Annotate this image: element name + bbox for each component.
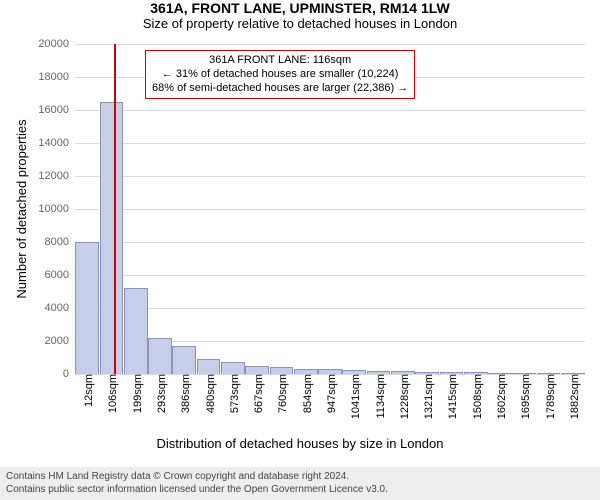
histogram-bar <box>75 242 99 374</box>
y-tick-label: 20000 <box>38 38 75 50</box>
chart-subtitle: Size of property relative to detached ho… <box>0 16 600 31</box>
x-tick-label: 573sqm <box>225 374 241 413</box>
chart-title: 361A, FRONT LANE, UPMINSTER, RM14 1LW <box>0 0 600 16</box>
y-tick-label: 2000 <box>45 335 75 347</box>
histogram-bar <box>100 102 124 374</box>
y-tick-label: 4000 <box>45 302 75 314</box>
annotation-line-2: ← 31% of detached houses are smaller (10… <box>152 68 408 82</box>
x-tick-label: 1508sqm <box>468 374 484 419</box>
y-tick-label: 16000 <box>38 104 75 116</box>
property-marker-line <box>114 44 116 374</box>
x-tick-label: 12sqm <box>79 374 95 407</box>
x-tick-label: 760sqm <box>273 374 289 413</box>
x-tick-label: 1041sqm <box>346 374 362 419</box>
annotation-box: 361A FRONT LANE: 116sqm← 31% of detached… <box>145 50 415 99</box>
footer-line-2: Contains public sector information licen… <box>6 484 594 497</box>
chart-plot-area: 0200040006000800010000120001400016000180… <box>75 44 585 374</box>
gridline <box>75 143 585 144</box>
annotation-line-3: 68% of semi-detached houses are larger (… <box>152 82 408 96</box>
gridline <box>75 242 585 243</box>
y-tick-label: 0 <box>63 368 75 380</box>
x-tick-label: 1695sqm <box>516 374 532 419</box>
y-tick-label: 10000 <box>38 203 75 215</box>
annotation-line-1: 361A FRONT LANE: 116sqm <box>152 54 408 68</box>
histogram-bar <box>221 362 245 374</box>
histogram-bar <box>197 359 221 374</box>
footer-line-1: Contains HM Land Registry data © Crown c… <box>6 471 594 484</box>
histogram-bar <box>172 346 196 374</box>
histogram-bar <box>245 366 269 374</box>
x-tick-label: 1415sqm <box>443 374 459 419</box>
x-tick-label: 1882sqm <box>565 374 581 419</box>
x-tick-label: 1602sqm <box>492 374 508 419</box>
x-tick-label: 1134sqm <box>371 374 387 418</box>
histogram-bar <box>124 288 148 374</box>
histogram-bar <box>148 338 172 374</box>
y-tick-label: 12000 <box>38 170 75 182</box>
x-tick-label: 854sqm <box>298 374 314 413</box>
x-tick-label: 1321sqm <box>419 374 435 419</box>
gridline <box>75 275 585 276</box>
y-tick-label: 18000 <box>38 71 75 83</box>
x-tick-label: 1789sqm <box>541 374 557 419</box>
x-tick-label: 106sqm <box>103 374 119 413</box>
x-tick-label: 386sqm <box>176 374 192 413</box>
y-tick-label: 14000 <box>38 137 75 149</box>
x-tick-label: 480sqm <box>201 374 217 413</box>
gridline <box>75 308 585 309</box>
x-tick-label: 293sqm <box>152 374 168 413</box>
x-tick-label: 667sqm <box>249 374 265 413</box>
gridline <box>75 110 585 111</box>
x-tick-label: 199sqm <box>128 374 144 413</box>
x-axis-label: Distribution of detached houses by size … <box>0 436 600 451</box>
gridline <box>75 176 585 177</box>
histogram-bar <box>270 367 294 374</box>
x-tick-label: 947sqm <box>322 374 338 413</box>
gridline <box>75 44 585 45</box>
y-tick-label: 8000 <box>45 236 75 248</box>
footer-attribution: Contains HM Land Registry data © Crown c… <box>0 467 600 500</box>
y-tick-label: 6000 <box>45 269 75 281</box>
x-tick-label: 1228sqm <box>395 374 411 419</box>
y-axis-label: Number of detached properties <box>14 119 29 298</box>
gridline <box>75 209 585 210</box>
